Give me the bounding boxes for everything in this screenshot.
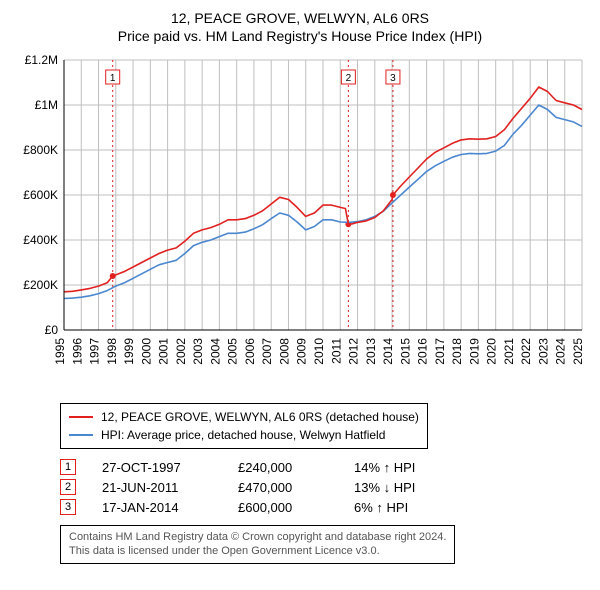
footer-line-1: Contains HM Land Registry data © Crown c…: [69, 530, 446, 544]
svg-text:1998: 1998: [105, 338, 119, 365]
svg-text:£600K: £600K: [23, 188, 58, 202]
svg-text:2022: 2022: [519, 338, 533, 365]
svg-text:£1M: £1M: [35, 98, 58, 112]
svg-text:£400K: £400K: [23, 233, 58, 247]
footer-attribution: Contains HM Land Registry data © Crown c…: [60, 525, 455, 564]
svg-text:2005: 2005: [226, 338, 240, 365]
svg-text:3: 3: [390, 73, 396, 84]
svg-text:2008: 2008: [277, 338, 291, 365]
svg-text:2020: 2020: [485, 338, 499, 365]
event-badge: 3: [60, 499, 76, 515]
event-date: 17-JAN-2014: [102, 500, 212, 515]
svg-text:2015: 2015: [398, 338, 412, 365]
event-hpi: 13% ↓ HPI: [354, 480, 415, 495]
event-price: £240,000: [238, 460, 328, 475]
event-hpi: 14% ↑ HPI: [354, 460, 415, 475]
svg-text:1997: 1997: [88, 338, 102, 365]
legend-swatch-price: [69, 416, 93, 418]
legend-swatch-hpi: [69, 434, 93, 436]
svg-text:2017: 2017: [433, 338, 447, 365]
svg-text:2000: 2000: [139, 338, 153, 365]
svg-text:£800K: £800K: [23, 143, 58, 157]
event-row: 1 27-OCT-1997 £240,000 14% ↑ HPI: [60, 459, 590, 475]
legend-label-price: 12, PEACE GROVE, WELWYN, AL6 0RS (detach…: [101, 408, 419, 426]
event-row: 3 17-JAN-2014 £600,000 6% ↑ HPI: [60, 499, 590, 515]
titles: 12, PEACE GROVE, WELWYN, AL6 0RS Price p…: [10, 10, 590, 44]
svg-text:2013: 2013: [364, 338, 378, 365]
svg-text:1996: 1996: [70, 338, 84, 365]
svg-text:1995: 1995: [53, 338, 67, 365]
svg-text:£200K: £200K: [23, 278, 58, 292]
event-date: 27-OCT-1997: [102, 460, 212, 475]
chart-svg: £0 £200K £400K £600K £800K £1M £1.2M 19951996 19…: [10, 50, 590, 390]
svg-text:2021: 2021: [502, 338, 516, 365]
svg-text:2: 2: [346, 73, 352, 84]
title-subtitle: Price paid vs. HM Land Registry's House …: [10, 28, 590, 44]
event-row: 2 21-JUN-2011 £470,000 13% ↓ HPI: [60, 479, 590, 495]
svg-text:1: 1: [110, 73, 116, 84]
svg-text:£0: £0: [45, 323, 59, 337]
svg-text:2018: 2018: [450, 338, 464, 365]
figure-root: 12, PEACE GROVE, WELWYN, AL6 0RS Price p…: [0, 0, 600, 574]
svg-text:2003: 2003: [191, 338, 205, 365]
event-table: 1 27-OCT-1997 £240,000 14% ↑ HPI 2 21-JUN-201…: [60, 459, 590, 515]
event-price: £600,000: [238, 500, 328, 515]
svg-text:2024: 2024: [554, 338, 568, 365]
svg-text:2007: 2007: [260, 338, 274, 365]
svg-text:2010: 2010: [312, 338, 326, 365]
svg-text:2014: 2014: [381, 338, 395, 365]
footer-line-2: This data is licensed under the Open Gov…: [69, 544, 446, 558]
svg-text:2002: 2002: [174, 338, 188, 365]
legend-box: 12, PEACE GROVE, WELWYN, AL6 0RS (detach…: [60, 403, 428, 449]
svg-text:1999: 1999: [122, 338, 136, 365]
event-hpi: 6% ↑ HPI: [354, 500, 408, 515]
legend-row-hpi: HPI: Average price, detached house, Welw…: [69, 426, 419, 444]
event-price: £470,000: [238, 480, 328, 495]
svg-text:2012: 2012: [347, 338, 361, 365]
event-badge: 1: [60, 459, 76, 475]
event-date: 21-JUN-2011: [102, 480, 212, 495]
svg-text:2004: 2004: [208, 338, 222, 365]
svg-text:2019: 2019: [467, 338, 481, 365]
svg-text:2025: 2025: [571, 338, 585, 365]
svg-text:2016: 2016: [416, 338, 430, 365]
legend-label-hpi: HPI: Average price, detached house, Welw…: [101, 426, 385, 444]
chart-area: £0 £200K £400K £600K £800K £1M £1.2M 19951996 19…: [10, 50, 590, 395]
svg-text:2001: 2001: [157, 338, 171, 365]
event-badge: 2: [60, 479, 76, 495]
svg-text:2006: 2006: [243, 338, 257, 365]
svg-text:£1.2M: £1.2M: [25, 53, 58, 67]
title-address: 12, PEACE GROVE, WELWYN, AL6 0RS: [10, 10, 590, 26]
svg-text:2011: 2011: [329, 338, 343, 364]
legend-row-price: 12, PEACE GROVE, WELWYN, AL6 0RS (detach…: [69, 408, 419, 426]
svg-text:2009: 2009: [295, 338, 309, 365]
svg-text:2023: 2023: [536, 338, 550, 365]
